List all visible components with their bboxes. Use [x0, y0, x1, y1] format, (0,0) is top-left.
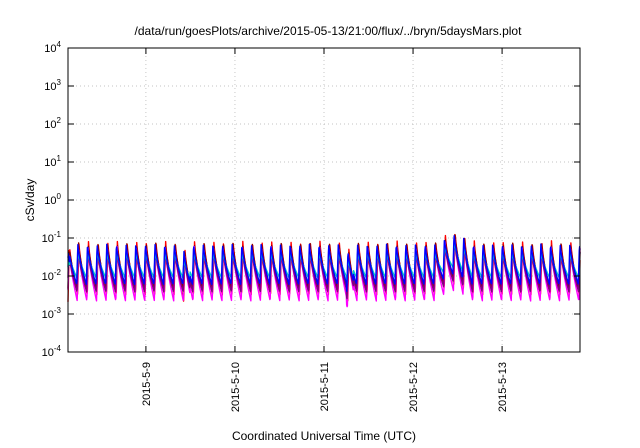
chart-title: /data/run/goesPlots/archive/2015-05-13/2…: [135, 24, 523, 38]
x-tick-label: 2015-5-10: [230, 362, 242, 412]
y-axis: 10-4 10-3 10-2 10-1 100 101 102 103 104: [42, 40, 580, 359]
x-tick-label: 2015-5-9: [141, 362, 153, 406]
x-axis-title: Coordinated Universal Time (UTC): [232, 429, 416, 443]
y-tick-label: 101: [44, 154, 61, 169]
x-axis: 2015-5-9 2015-5-10 2015-5-11 2015-5-12 2015-…: [141, 48, 509, 412]
y-axis-title: cSv/day: [23, 179, 37, 222]
series-line: [67, 235, 581, 292]
x-tick-label: 2015-5-11: [319, 362, 331, 411]
y-tick-label: 103: [44, 78, 61, 93]
y-tick-label: 10-3: [42, 306, 62, 321]
x-tick-label: 2015-5-12: [408, 362, 420, 412]
y-tick-label: 10-1: [42, 230, 62, 245]
y-tick-label: 102: [44, 116, 61, 131]
grid: [68, 48, 580, 352]
y-tick-label: 10-4: [42, 344, 62, 359]
series-line: [67, 240, 581, 300]
series-lines: [67, 233, 581, 308]
y-tick-label: 104: [44, 40, 61, 55]
x-tick-label: 2015-5-13: [497, 362, 509, 412]
y-tick-label: 100: [44, 192, 61, 207]
y-tick-label: 10-2: [42, 268, 62, 283]
